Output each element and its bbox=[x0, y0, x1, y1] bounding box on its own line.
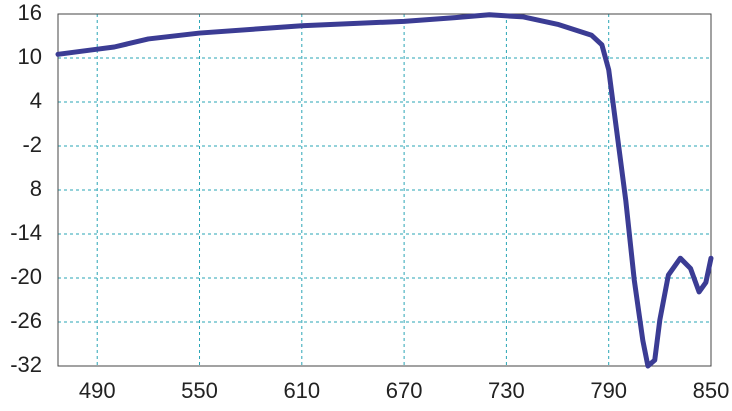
x-tick-label: 490 bbox=[79, 378, 116, 403]
y-tick-label: 16 bbox=[18, 0, 42, 25]
y-tick-label: 4 bbox=[30, 88, 42, 113]
y-tick-label: -32 bbox=[10, 352, 42, 377]
y-tick-label: -2 bbox=[22, 132, 42, 157]
data-line bbox=[55, 12, 714, 369]
plot-frame bbox=[57, 13, 712, 367]
x-tick-label: 790 bbox=[590, 378, 627, 403]
x-tick-label: 730 bbox=[488, 378, 525, 403]
x-tick-label: 610 bbox=[283, 378, 320, 403]
y-tick-label: -20 bbox=[10, 264, 42, 289]
y-tick-label: 10 bbox=[18, 44, 42, 69]
y-tick-label: 8 bbox=[30, 176, 42, 201]
x-tick-label: 850 bbox=[693, 378, 730, 403]
y-tick-label: -14 bbox=[10, 220, 42, 245]
y-tick-label: -26 bbox=[10, 308, 42, 333]
x-tick-label: 670 bbox=[386, 378, 423, 403]
x-tick-label: 550 bbox=[181, 378, 218, 403]
